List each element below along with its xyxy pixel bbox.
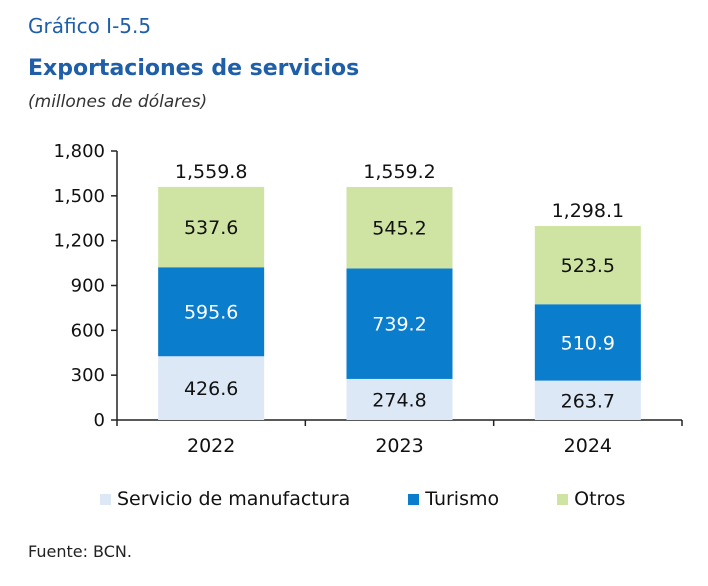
bar-segment (534, 226, 641, 305)
data-label: 545.2 (372, 218, 426, 240)
source-note: Fuente: BCN. (28, 542, 132, 561)
data-label: 595.6 (184, 302, 238, 324)
bar-segment (346, 268, 453, 379)
x-tick-label: 2022 (187, 435, 235, 457)
total-label: 1,559.2 (363, 161, 436, 183)
data-label: 263.7 (561, 390, 615, 412)
figure-label: Gráfico I-5.5 (28, 14, 152, 38)
chart-title: Exportaciones de servicios (28, 56, 360, 81)
legend-label-turismo: Turismo (425, 488, 500, 510)
legend-label-otros: Otros (574, 488, 626, 510)
bar-segment (534, 304, 641, 381)
data-label: 523.5 (561, 255, 615, 277)
legend-item-otros: Otros (557, 488, 625, 510)
bar-segment (346, 186, 453, 269)
data-label: 274.8 (372, 389, 426, 411)
legend-swatch-manufactura (100, 493, 111, 505)
bar-segment (158, 356, 265, 420)
y-tick-label: 900 (71, 276, 105, 297)
legend-swatch-turismo (408, 493, 420, 505)
y-tick-label: 1,500 (53, 186, 105, 207)
x-tick-label: 2023 (375, 435, 423, 457)
x-tick-label: 2024 (564, 435, 612, 457)
legend-item-turismo: Turismo (408, 488, 499, 510)
data-label: 426.6 (184, 378, 238, 400)
total-label: 1,298.1 (552, 200, 625, 222)
chart-subtitle: (millones de dólares) (28, 92, 208, 112)
legend-swatch-otros (557, 493, 569, 505)
legend-label-manufactura: Servicio de manufactura (117, 488, 351, 510)
y-tick-label: 600 (71, 320, 105, 341)
total-label: 1,559.8 (175, 161, 248, 183)
data-label: 510.9 (561, 332, 615, 354)
bar-segment (534, 380, 641, 420)
bar-segment (346, 378, 453, 420)
y-tick-label: 300 (71, 365, 105, 386)
data-label: 739.2 (372, 314, 426, 336)
bar-segment (158, 186, 265, 268)
chart-legend: Servicio de manufactura Turismo Otros (100, 488, 683, 510)
y-tick-label: 0 (94, 410, 105, 431)
chart-area: 0 300 600 900 1,200 1,500 1,800 426.6 595.6 537.6… (53, 141, 683, 457)
bar-segment (158, 267, 265, 357)
data-label: 537.6 (184, 217, 238, 239)
legend-item-manufactura: Servicio de manufactura (100, 488, 350, 510)
y-tick-label: 1,200 (53, 231, 105, 252)
y-tick-label: 1,800 (53, 141, 105, 162)
